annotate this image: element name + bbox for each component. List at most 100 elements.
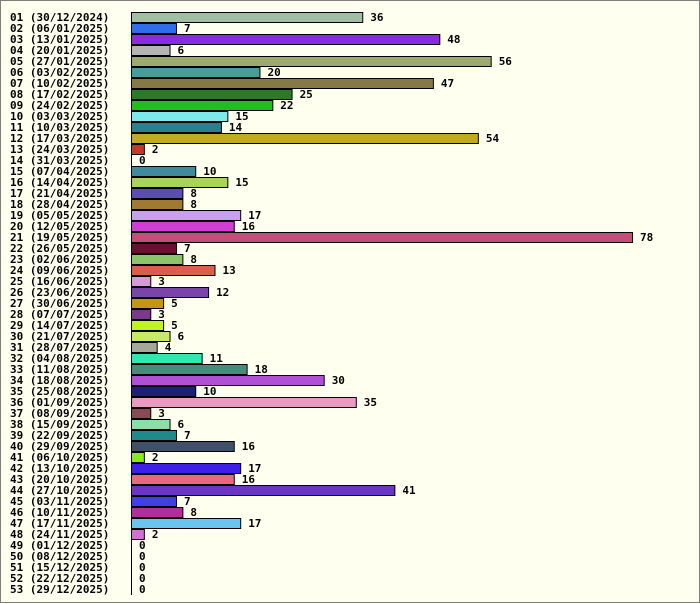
category-label: 13 (24/03/2025) [10,143,109,156]
category-label: 43 (20/10/2025) [10,473,109,486]
value-label: 0 [139,572,146,585]
bar [131,56,492,67]
bar [131,276,152,287]
category-label: 25 (16/06/2025) [10,275,109,288]
value-label: 7 [184,429,191,442]
value-label: 17 [248,209,261,222]
value-label: 6 [178,44,185,57]
value-label: 5 [171,319,178,332]
category-label: 17 (21/04/2025) [10,187,109,200]
value-label: 78 [640,231,653,244]
category-label: 51 (15/12/2025) [10,561,109,574]
category-label: 07 (10/02/2025) [10,77,109,90]
category-label: 36 (01/09/2025) [10,396,109,409]
value-label: 8 [190,506,197,519]
bar [131,529,145,540]
category-label: 53 (29/12/2025) [10,583,109,596]
bar [131,221,235,232]
category-label: 45 (03/11/2025) [10,495,109,508]
bar [131,342,158,353]
category-label: 05 (27/01/2025) [10,55,109,68]
bar [131,441,235,452]
bar [131,166,197,177]
bar [131,199,184,210]
value-label: 2 [152,528,159,541]
category-label: 11 (10/03/2025) [10,121,109,134]
category-label: 03 (13/01/2025) [10,33,109,46]
value-label: 18 [255,363,268,376]
bar [131,78,434,89]
bar [131,397,357,408]
bar [131,353,203,364]
value-label: 10 [203,165,216,178]
category-label: 46 (10/11/2025) [10,506,109,519]
category-label: 52 (22/12/2025) [10,572,109,585]
bar [131,45,171,56]
value-label: 16 [242,440,256,453]
bar [131,188,184,199]
value-label: 13 [223,264,236,277]
category-label: 15 (07/04/2025) [10,165,109,178]
value-label: 15 [235,110,248,123]
category-label: 09 (24/02/2025) [10,99,109,112]
bar [131,430,177,441]
category-label: 31 (28/07/2025) [10,341,109,354]
bar [131,375,325,386]
bar [131,320,165,331]
category-label: 40 (29/09/2025) [10,440,109,453]
bar [131,386,197,397]
value-label: 8 [190,253,197,266]
value-label: 8 [190,198,197,211]
category-label: 27 (30/06/2025) [10,297,109,310]
value-label: 22 [280,99,293,112]
value-label: 54 [486,132,500,145]
value-label: 0 [139,561,146,574]
category-label: 42 (13/10/2025) [10,462,109,475]
bar [131,133,479,144]
value-label: 10 [203,385,216,398]
category-label: 01 (30/12/2024) [10,11,109,24]
bar [131,210,242,221]
category-label: 28 (07/07/2025) [10,308,109,321]
bar [131,122,222,133]
value-label: 15 [235,176,248,189]
category-label: 37 (08/09/2025) [10,407,109,420]
bar [131,298,165,309]
category-label: 48 (24/11/2025) [10,528,109,541]
category-label: 44 (27/10/2025) [10,484,109,497]
value-label: 0 [139,550,146,563]
category-label: 08 (17/02/2025) [10,88,109,101]
bar [131,23,177,34]
value-label: 0 [139,154,146,167]
value-label: 36 [370,11,384,24]
bar [131,67,261,78]
category-label: 24 (09/06/2025) [10,264,109,277]
value-label: 17 [248,462,261,475]
bar [131,518,242,529]
value-label: 20 [267,66,280,79]
category-label: 34 (18/08/2025) [10,374,109,387]
bar [131,12,364,23]
bar [131,485,396,496]
value-label: 6 [178,330,185,343]
bar [131,309,152,320]
value-label: 3 [158,275,165,288]
value-label: 0 [139,583,146,596]
value-label: 12 [216,286,229,299]
bar [131,111,229,122]
category-label: 19 (05/05/2025) [10,209,109,222]
bar [131,496,177,507]
category-label: 47 (17/11/2025) [10,517,109,530]
category-label: 41 (06/10/2025) [10,451,109,464]
category-label: 29 (14/07/2025) [10,319,109,332]
category-label: 04 (20/01/2025) [10,44,109,57]
bar [131,144,145,155]
value-label: 4 [165,341,172,354]
value-label: 7 [184,495,191,508]
category-label: 18 (28/04/2025) [10,198,109,211]
bar [131,254,184,265]
value-label: 41 [402,484,416,497]
bar [131,419,171,430]
